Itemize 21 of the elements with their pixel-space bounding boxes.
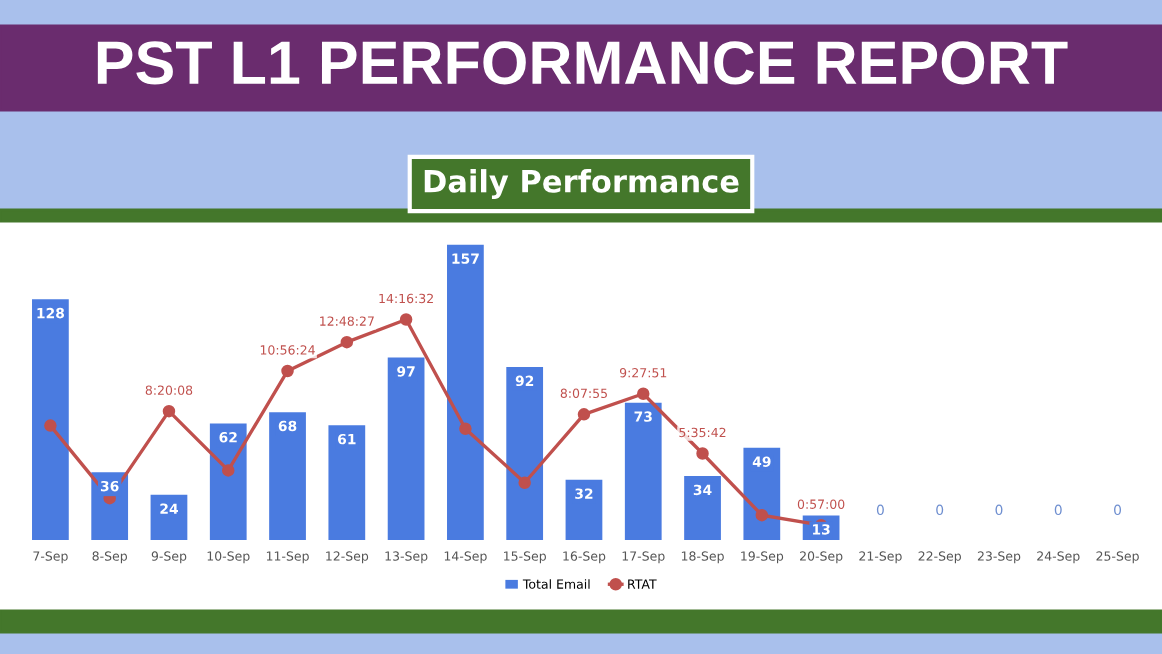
point [459,422,472,435]
point [340,335,354,349]
bar [387,357,425,540]
chart-subtitle: Daily Performance [424,169,739,199]
point [281,364,294,378]
bar [269,412,306,540]
point [518,476,531,489]
bar [447,244,484,540]
chart-title: PST L1 PERFORMANCE REPORT [97,41,1068,85]
point [755,508,769,522]
bar [32,299,69,540]
point [577,408,591,421]
point [696,447,709,460]
point [222,464,235,477]
bar [328,425,366,540]
bar [506,366,544,540]
point [162,404,176,418]
point [399,313,413,326]
bar [624,402,662,540]
point [637,387,650,401]
point [44,419,57,432]
